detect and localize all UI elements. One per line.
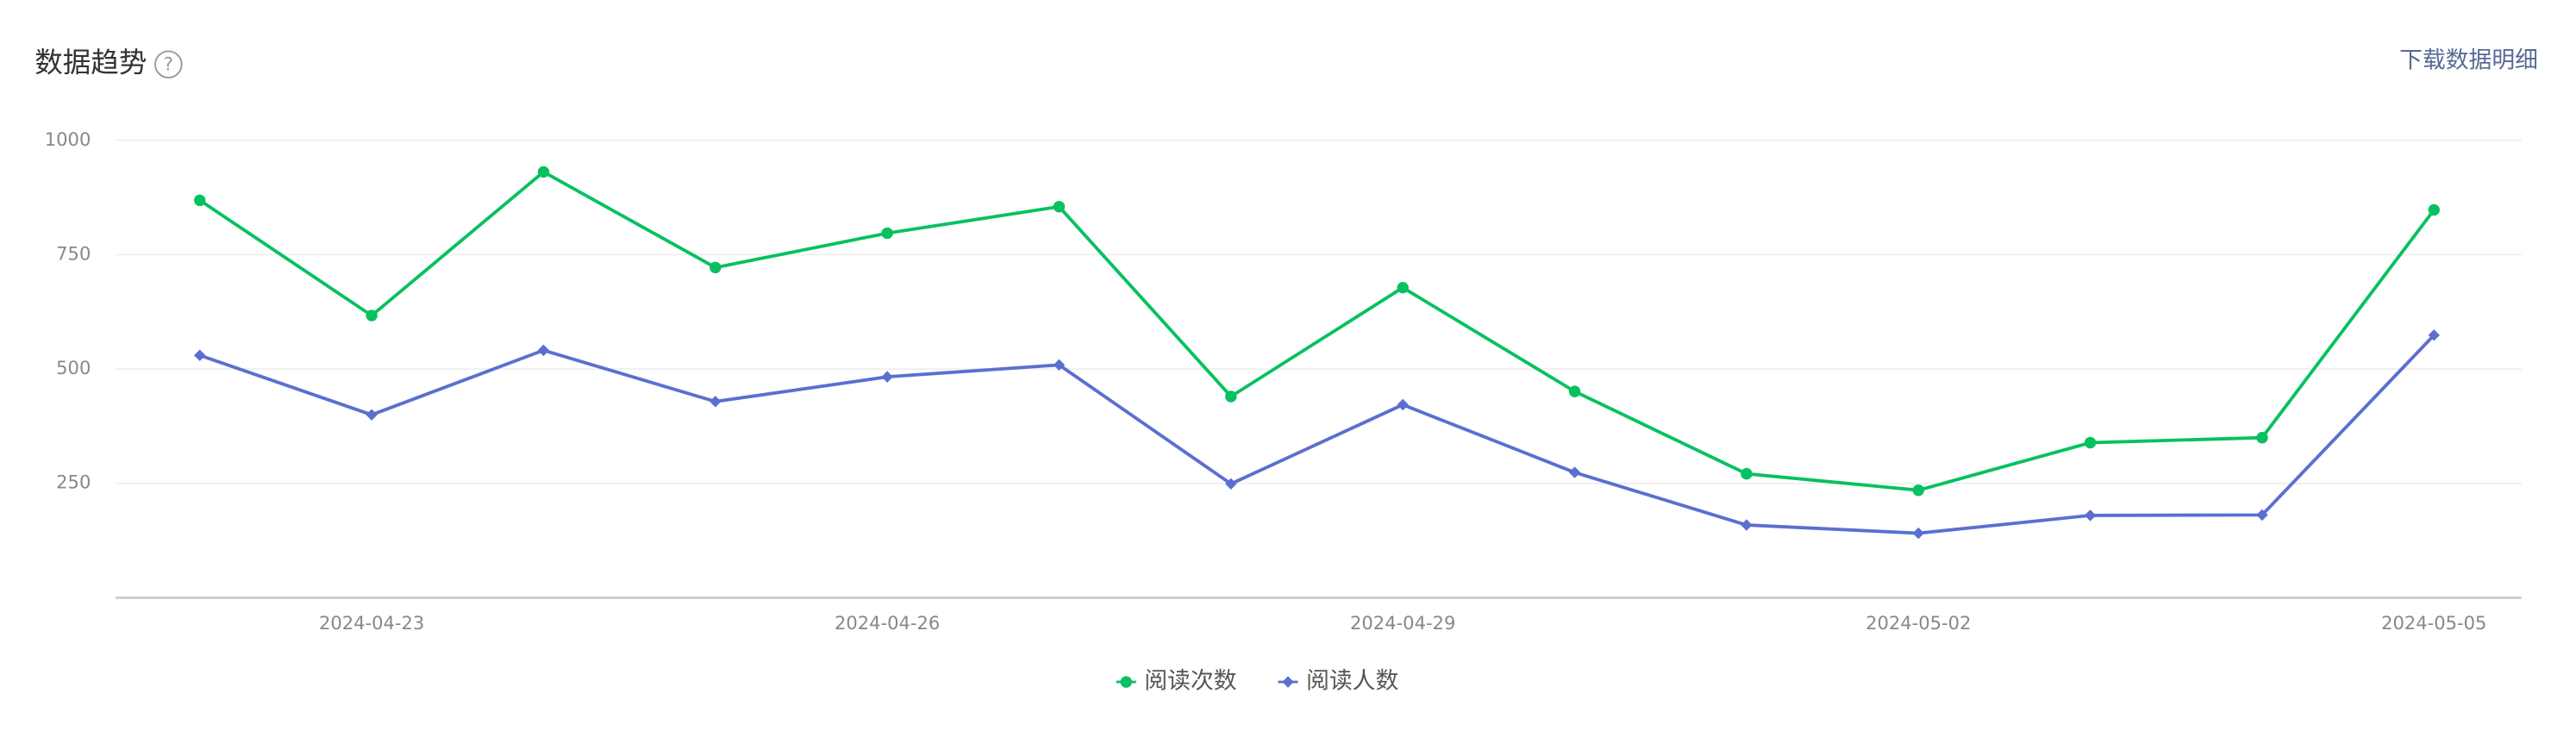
plot: 250 500 750 1000 2024-04-23 2024-04-26 2024-04… [45,128,2522,695]
point [710,396,722,408]
y-tick-label: 1000 [45,128,91,150]
download-link[interactable]: 下载数据明细 [2399,47,2538,73]
point [1225,478,1237,490]
point [2428,203,2440,216]
point [2256,431,2268,444]
point [366,309,378,322]
point [194,349,206,361]
help-mark[interactable]: ? [164,53,173,75]
point [1053,359,1066,372]
point [1397,281,1409,294]
x-tick-label: 2024-05-02 [1866,612,1971,634]
x-tick-label: 2024-05-05 [2381,612,2486,634]
point [881,227,893,240]
point [194,194,206,207]
point [2084,509,2097,522]
point [2084,436,2097,449]
series-line [199,334,2435,535]
legend-swatch [1120,676,1132,688]
help-icon[interactable] [154,50,183,79]
point [537,166,550,178]
point [366,409,378,421]
point [1225,390,1237,403]
legend-label: 阅读人数 [1306,668,1398,695]
y-tick-label: 500 [56,357,91,378]
y-tick-label: 250 [56,472,91,493]
point [1397,398,1409,411]
point [537,344,550,357]
point [1912,527,1924,540]
x-tick-label: 2024-04-26 [835,612,940,634]
title: 数据趋势 [34,47,147,79]
point [1568,385,1581,397]
legend-swatch [1282,676,1294,688]
point [1053,201,1066,213]
point [710,261,722,274]
y-tick-label: 750 [56,242,91,264]
point [1741,519,1753,531]
point [1912,484,1924,497]
point [1568,466,1581,478]
legend-label: 阅读次数 [1144,668,1236,695]
x-tick-label: 2024-04-23 [319,612,424,634]
point [881,371,893,383]
series-line [198,170,2435,492]
point [1741,467,1753,480]
x-tick-label: 2024-04-29 [1350,612,1455,634]
